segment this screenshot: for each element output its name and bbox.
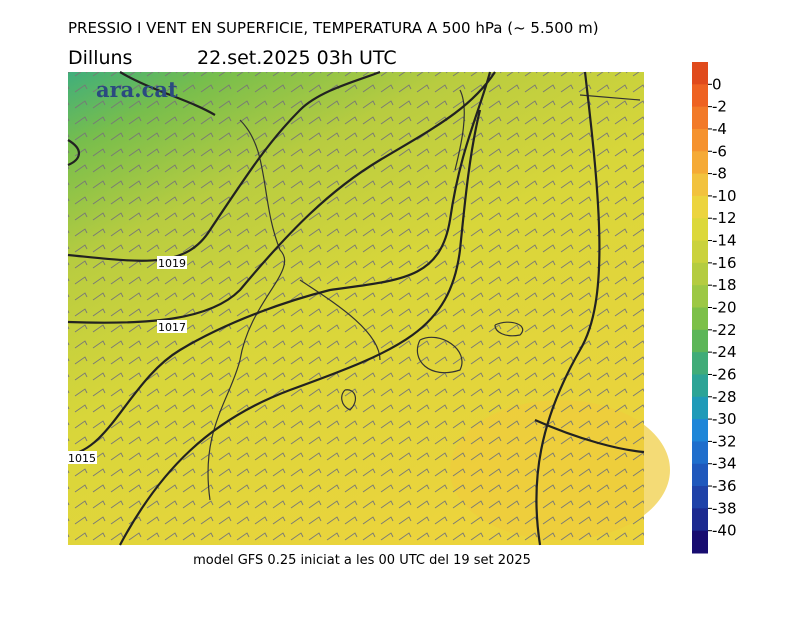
colorbar-label: -40: [712, 522, 737, 540]
colorbar-label: 0: [712, 75, 722, 93]
colorbar-label: -8: [712, 165, 727, 183]
colorbar-label: -30: [712, 410, 737, 428]
isobar-lines: [67, 70, 645, 546]
color-swatch: [692, 195, 708, 219]
color-swatch: [692, 285, 708, 308]
color-swatch: [692, 530, 708, 554]
color-swatch: [692, 374, 708, 398]
title: PRESSIO I VENT EN SUPERFICIE, TEMPERATUR…: [68, 19, 599, 37]
color-swatch: [692, 352, 708, 375]
colorbar-label: -12: [712, 209, 737, 227]
color-swatch: [692, 106, 708, 130]
isobar-label-box: [157, 256, 187, 269]
color-swatch: [692, 84, 708, 108]
color-swatch: [692, 240, 708, 264]
colorbar-label: -2: [712, 98, 727, 116]
colorbar-label: -32: [712, 432, 737, 450]
colorbar-label: -38: [712, 499, 737, 517]
color-swatch: [692, 463, 708, 487]
color-swatch: [692, 329, 708, 353]
color-swatch: [692, 151, 708, 175]
colorbar-label: -6: [712, 142, 727, 160]
day: Dilluns: [68, 47, 132, 69]
colorbar-label: -10: [712, 187, 737, 205]
wind-barbs: [68, 72, 644, 545]
color-swatch: [692, 128, 708, 152]
isobar-label-box: [157, 320, 187, 333]
colorbar-label: -24: [712, 343, 737, 361]
color-swatch: [692, 218, 708, 242]
color-swatch: [692, 262, 708, 286]
colorbar-label: -34: [712, 455, 737, 473]
colorbar: 0 -2 -4 -6 -8 -10 -12 -14 -16 -18 -20 -22 -24 -26 -28 -…: [692, 62, 737, 554]
color-swatch: [692, 396, 708, 420]
isobar-label: 1019: [158, 257, 186, 270]
colorbar-label: -14: [712, 232, 737, 250]
colorbar-label: -28: [712, 388, 737, 406]
coastline: [207, 89, 641, 501]
color-swatch: [692, 62, 708, 85]
date: 22.set.2025 03h UTC: [197, 47, 397, 69]
logo: ara.cat: [96, 77, 178, 102]
color-swatch: [692, 173, 708, 197]
colorbar-label: -22: [712, 321, 737, 339]
color-swatch: [692, 441, 708, 465]
isobar-label: 1015: [68, 452, 96, 465]
colorbar-label: -18: [712, 276, 737, 294]
isobar-label: 1017: [158, 321, 186, 334]
colorbar-label: -16: [712, 254, 737, 272]
map: ara.cat 1019 1017 1015: [67, 70, 670, 546]
color-swatch: [692, 307, 708, 331]
isobar-label-box: [67, 451, 97, 464]
color-swatch: [692, 419, 708, 442]
colorbar-label: -26: [712, 365, 737, 383]
colorbar-label: -36: [712, 477, 737, 495]
color-swatch: [692, 486, 708, 509]
footer: model GFS 0.25 iniciat a les 00 UTC del …: [193, 553, 531, 568]
colorbar-label: -4: [712, 120, 727, 138]
color-swatch: [692, 508, 708, 532]
colorbar-label: -20: [712, 299, 737, 317]
